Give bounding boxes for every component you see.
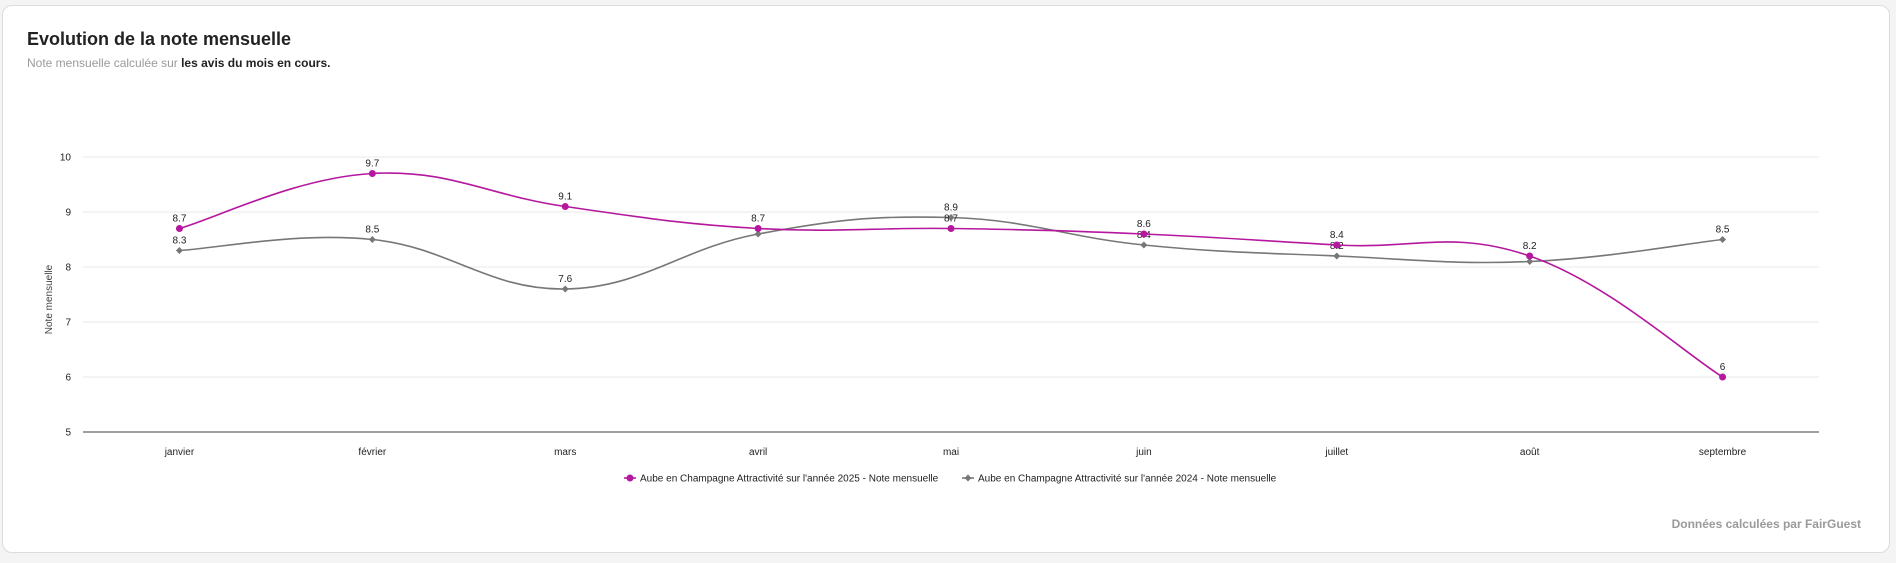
- y-tick-label: 6: [65, 373, 71, 384]
- x-tick-label: mai: [943, 447, 959, 458]
- x-tick-label: avril: [749, 447, 767, 458]
- data-label: 8.7: [172, 214, 186, 225]
- legend-label-2025: Aube en Champagne Attractivité sur l'ann…: [640, 474, 939, 485]
- data-label: 8.3: [172, 236, 186, 247]
- x-tick-label: janvier: [164, 447, 195, 458]
- y-tick-label: 9: [65, 208, 71, 219]
- data-label: 8.7: [944, 214, 958, 225]
- data-point: [1333, 252, 1341, 260]
- data-point: [947, 214, 955, 221]
- data-point: [1526, 258, 1534, 265]
- chart-title: Evolution de la note mensuelle: [27, 29, 292, 49]
- y-tick-label: 5: [65, 428, 71, 439]
- y-tick-label: 8: [65, 263, 71, 274]
- subtitle-prefix: Note mensuelle calculée sur: [27, 56, 178, 70]
- data-point: [1140, 230, 1148, 238]
- data-point: [754, 225, 762, 232]
- data-label: 7.6: [558, 274, 572, 285]
- data-point: [1719, 236, 1727, 243]
- data-label: 8.5: [365, 225, 379, 236]
- chart-subtitle: Note mensuelle calculée sur les avis du …: [27, 56, 330, 70]
- data-label: 8.9: [944, 203, 958, 214]
- y-tick-label: 10: [60, 153, 72, 164]
- data-point: [561, 285, 569, 293]
- x-tick-label: août: [1520, 447, 1540, 458]
- data-point: [175, 225, 183, 232]
- data-label: 8.6: [1137, 219, 1151, 230]
- data-label: 8.7: [751, 214, 765, 225]
- data-point: [561, 203, 569, 210]
- legend-marker: [964, 474, 972, 482]
- y-axis-title: Note mensuelle: [44, 264, 55, 334]
- data-label: 8.2: [1523, 241, 1537, 252]
- x-tick-label: mars: [554, 447, 576, 458]
- data-label: 9.7: [365, 159, 379, 170]
- data-label: 8.4: [1330, 230, 1344, 241]
- legend-marker: [626, 474, 634, 482]
- data-label: 9.1: [558, 192, 572, 203]
- data-point: [1526, 252, 1534, 260]
- data-point: [175, 247, 183, 254]
- legend-label-2024: Aube en Champagne Attractivité sur l'ann…: [978, 474, 1277, 485]
- x-tick-label: septembre: [1699, 447, 1747, 458]
- data-source-note: Données calculées par FairGuest: [1671, 517, 1861, 531]
- data-point: [1719, 373, 1727, 381]
- x-tick-label: juin: [1135, 447, 1152, 458]
- data-point: [368, 236, 376, 243]
- y-tick-label: 7: [65, 318, 71, 329]
- x-tick-label: février: [358, 447, 386, 458]
- data-label: 8.5: [1716, 225, 1730, 236]
- data-point: [1140, 241, 1148, 249]
- data-point: [1333, 241, 1341, 249]
- x-tick-label: juillet: [1324, 447, 1348, 458]
- chart-card: Evolution de la note mensuelle Note mens…: [2, 5, 1890, 553]
- subtitle-bold: les avis du mois en cours.: [181, 56, 331, 70]
- data-point: [947, 225, 955, 232]
- data-point: [754, 230, 762, 238]
- data-label: 6: [1720, 362, 1726, 373]
- data-point: [368, 170, 376, 177]
